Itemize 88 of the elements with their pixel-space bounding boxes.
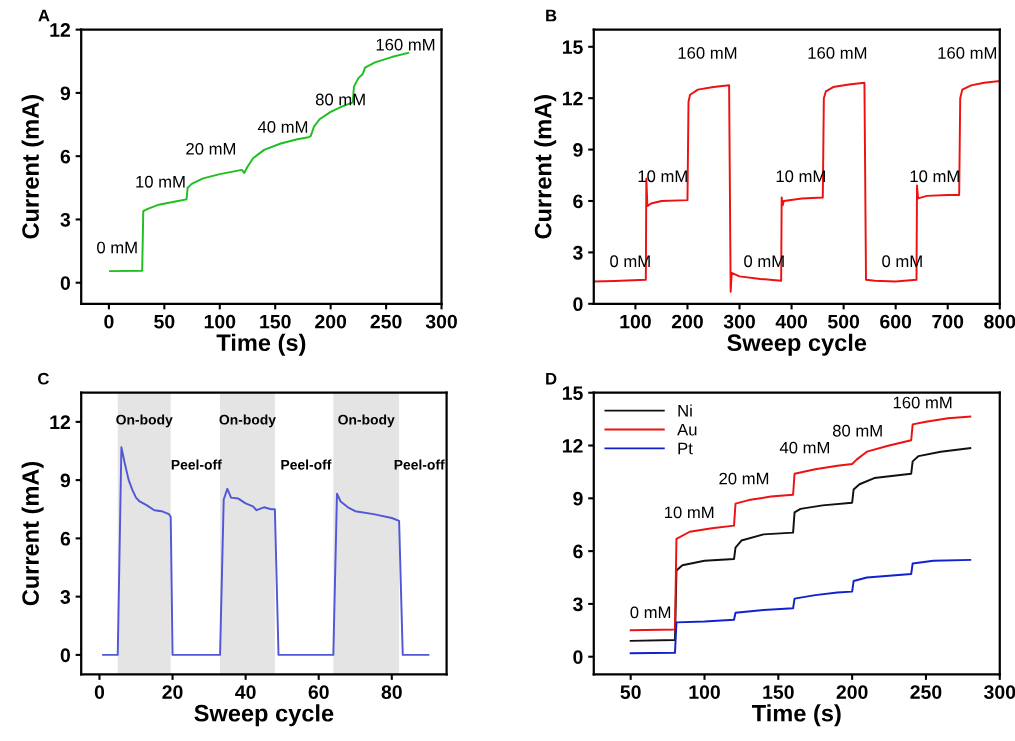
x-tick-label: 200 bbox=[315, 314, 347, 329]
x-tick-label: 200 bbox=[836, 685, 868, 700]
legend-label: Ni bbox=[678, 404, 692, 417]
x-tick-label: 700 bbox=[932, 314, 964, 329]
annotation: 160 mM bbox=[376, 38, 435, 51]
band-label: On-body bbox=[338, 414, 395, 428]
y-axis-title: Current (mA) bbox=[21, 95, 44, 239]
y-tick-label: 12 bbox=[50, 23, 71, 37]
x-tick-label: 400 bbox=[775, 314, 807, 329]
line-series bbox=[629, 415, 972, 632]
y-tick-label: 0 bbox=[60, 276, 70, 290]
x-tick-label: 40 bbox=[235, 685, 256, 700]
chart-title: D bbox=[546, 372, 557, 385]
y-tick-label: 3 bbox=[60, 590, 71, 604]
annotation: Peel-off bbox=[281, 459, 332, 470]
y-tick-label: 9 bbox=[60, 473, 71, 488]
x-tick-label: 50 bbox=[620, 685, 641, 700]
annotation: Peel-off bbox=[171, 459, 222, 470]
band-label: On-body bbox=[219, 414, 276, 428]
y-tick-label: 9 bbox=[573, 143, 583, 157]
x-tick-label: 500 bbox=[828, 314, 860, 329]
annotation: 20 mM bbox=[186, 142, 236, 155]
annotation: 160 mM bbox=[808, 46, 867, 59]
legend-label: Pt bbox=[678, 442, 693, 455]
y-tick-label: 3 bbox=[572, 245, 583, 260]
x-tick-label: 20 bbox=[162, 685, 183, 700]
y-tick-label: 0 bbox=[60, 648, 70, 663]
y-tick-label: 0 bbox=[573, 650, 583, 664]
annotation: 20 mM bbox=[719, 472, 769, 485]
x-axis-title: Time (s) bbox=[751, 704, 841, 727]
annotation: 160 mM bbox=[678, 46, 737, 59]
x-tick-label: 0 bbox=[94, 685, 105, 700]
x-tick-label: 60 bbox=[308, 685, 329, 700]
line-series bbox=[629, 558, 972, 655]
annotation: 10 mM bbox=[136, 175, 185, 188]
y-tick-label: 3 bbox=[60, 212, 71, 227]
y-tick-label: 6 bbox=[60, 149, 71, 164]
y-tick-label: 15 bbox=[562, 40, 583, 55]
y-tick-label: 6 bbox=[573, 544, 583, 559]
annotation: 0 mM bbox=[630, 606, 671, 619]
x-tick-label: 250 bbox=[910, 685, 942, 700]
annotation: 160 mM bbox=[893, 396, 952, 409]
y-tick-label: 3 bbox=[572, 597, 583, 612]
y-tick-label: 9 bbox=[60, 86, 71, 101]
line-series bbox=[109, 51, 410, 273]
annotation: 40 mM bbox=[257, 121, 308, 133]
x-axis-title: Sweep cycle bbox=[194, 704, 334, 727]
x-tick-label: 300 bbox=[723, 314, 755, 329]
annotation: 80 mM bbox=[832, 424, 882, 437]
x-tick-label: 800 bbox=[984, 314, 1015, 329]
y-tick-label: 6 bbox=[60, 531, 71, 546]
x-axis-title: Sweep cycle bbox=[727, 333, 867, 356]
annotation: 10 mM bbox=[910, 170, 959, 183]
x-tick-label: 300 bbox=[984, 685, 1015, 700]
x-tick-label: 100 bbox=[204, 314, 236, 329]
x-tick-label: 100 bbox=[689, 685, 720, 700]
chart-title: B bbox=[546, 9, 557, 22]
annotation: 0 mM bbox=[97, 241, 137, 254]
annotation: 10 mM bbox=[664, 506, 714, 519]
x-tick-label: 600 bbox=[880, 314, 912, 329]
chart-title: A bbox=[38, 9, 50, 22]
legend-label: Au bbox=[677, 423, 697, 436]
y-tick-label: 12 bbox=[50, 415, 71, 429]
band-label: On-body bbox=[116, 414, 173, 428]
y-tick-label: 12 bbox=[562, 91, 583, 106]
chart-title: C bbox=[38, 372, 49, 385]
x-tick-label: 50 bbox=[154, 314, 175, 329]
line-series bbox=[593, 80, 1000, 293]
annotation: 40 mM bbox=[779, 441, 829, 454]
annotation: 10 mM bbox=[638, 170, 687, 183]
annotation: 160 mM bbox=[938, 46, 997, 59]
x-tick-label: 200 bbox=[671, 314, 703, 329]
x-tick-label: 300 bbox=[425, 314, 457, 329]
y-tick-label: 12 bbox=[562, 438, 583, 453]
x-tick-label: 80 bbox=[381, 685, 402, 700]
x-axis-title: Time (s) bbox=[216, 333, 306, 356]
x-tick-label: 250 bbox=[370, 314, 402, 329]
y-tick-label: 15 bbox=[562, 386, 583, 400]
x-tick-label: 150 bbox=[763, 685, 794, 700]
x-tick-label: 150 bbox=[260, 314, 291, 329]
y-tick-label: 0 bbox=[573, 297, 583, 312]
x-tick-label: 100 bbox=[620, 314, 651, 329]
x-tick-label: 0 bbox=[104, 314, 114, 329]
y-axis-title: Current (mA) bbox=[21, 461, 44, 606]
y-axis-title: Current (mA) bbox=[534, 95, 557, 239]
annotation: Peel-off bbox=[394, 459, 445, 470]
y-tick-label: 6 bbox=[573, 194, 583, 209]
y-tick-label: 9 bbox=[573, 491, 583, 506]
